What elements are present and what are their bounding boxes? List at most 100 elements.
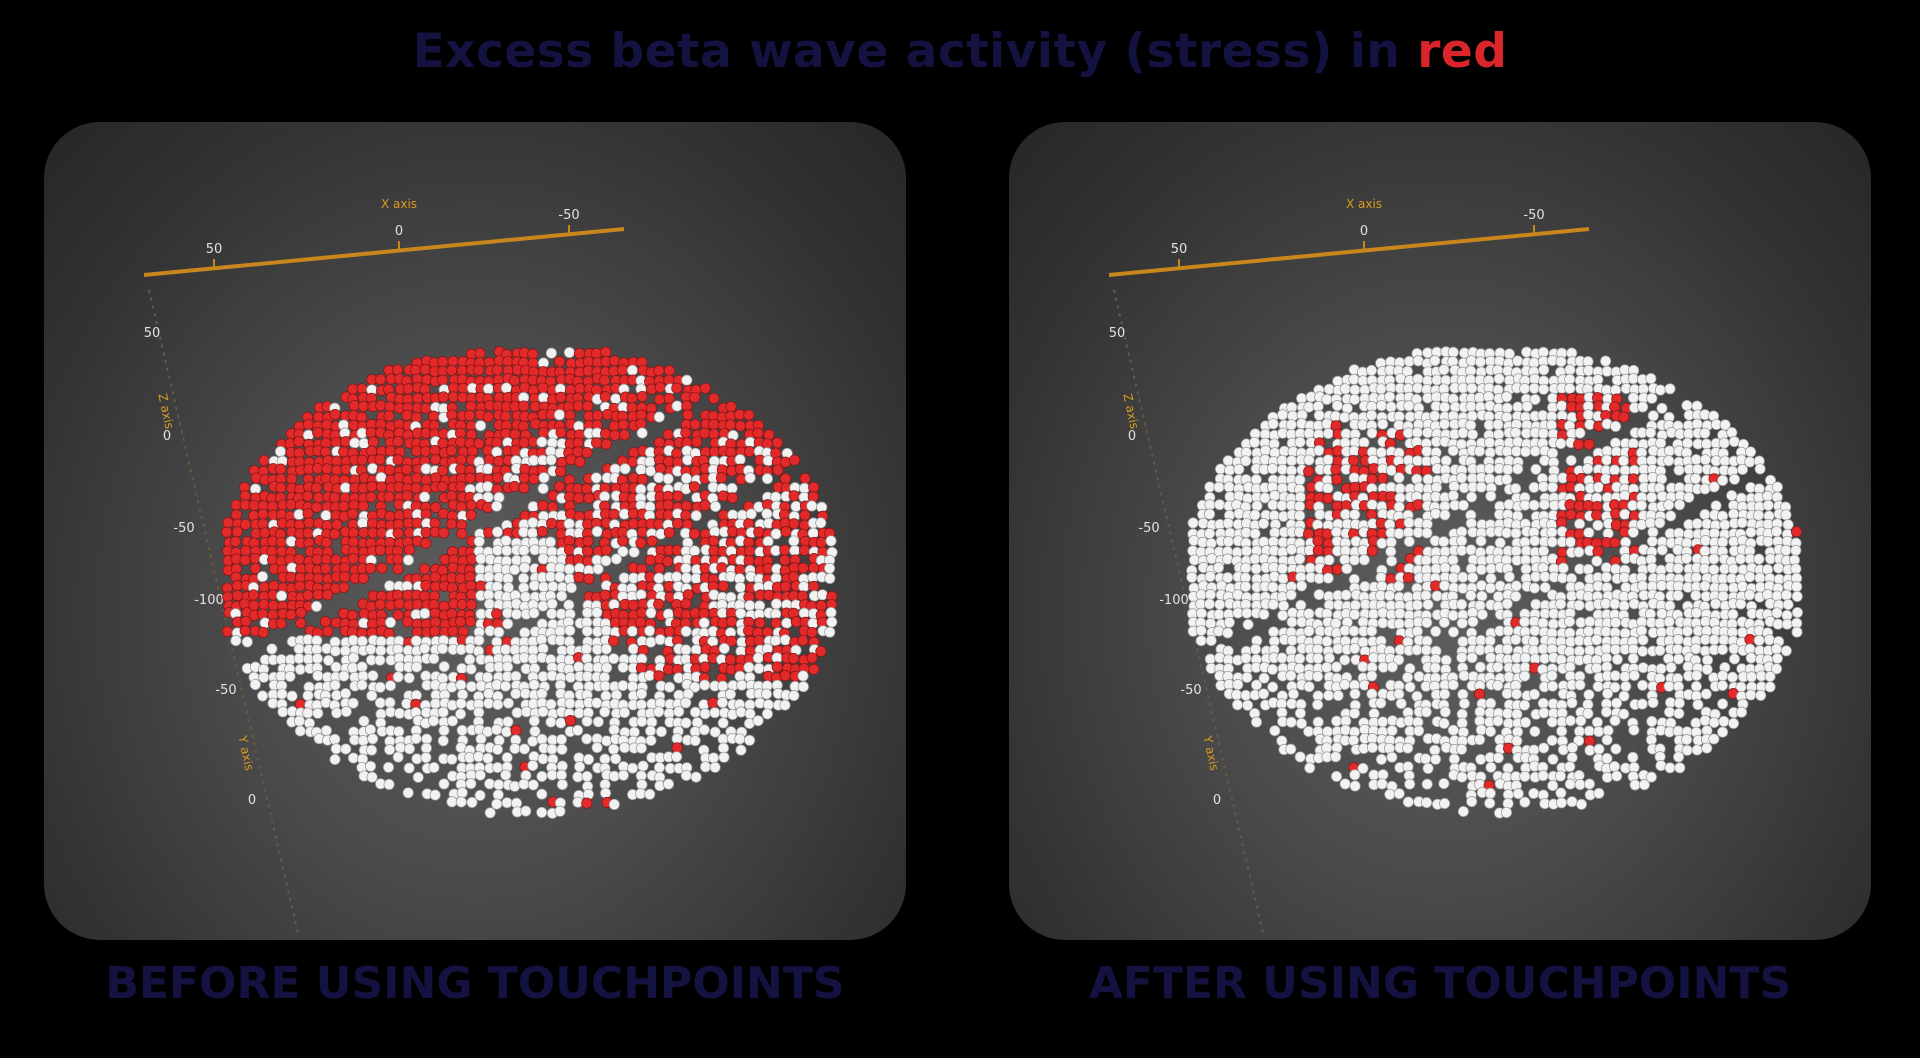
normal-point	[1627, 751, 1639, 763]
stress-point	[492, 472, 504, 484]
stress-point	[374, 454, 386, 466]
stress-point	[691, 436, 703, 448]
stress-point	[383, 410, 395, 422]
normal-point	[1492, 715, 1504, 727]
stress-point	[636, 390, 648, 403]
stress-point	[446, 409, 458, 421]
normal-point	[1681, 437, 1694, 449]
normal-point	[1780, 589, 1792, 601]
normal-point	[573, 661, 585, 673]
normal-point	[736, 679, 748, 691]
normal-point	[1619, 490, 1631, 502]
stress-point	[608, 635, 620, 647]
normal-point	[1771, 525, 1783, 538]
normal-point	[1583, 725, 1595, 737]
normal-point	[438, 724, 450, 737]
normal-point	[1457, 427, 1469, 439]
normal-point	[1430, 508, 1442, 520]
stress-point	[275, 617, 287, 630]
stress-point	[536, 526, 548, 538]
stress-point	[797, 562, 809, 574]
normal-point	[680, 625, 692, 637]
normal-point	[545, 454, 557, 466]
stress-point	[311, 462, 324, 475]
normal-point	[1249, 528, 1261, 540]
normal-point	[1665, 510, 1677, 522]
stress-point	[311, 501, 323, 513]
normal-point	[1321, 418, 1333, 430]
stress-point	[257, 518, 269, 530]
normal-point	[502, 716, 514, 728]
normal-point	[1393, 472, 1405, 484]
normal-point	[428, 653, 440, 665]
normal-point	[680, 697, 692, 709]
normal-point	[509, 644, 521, 656]
normal-point	[636, 688, 648, 700]
stress-point	[437, 437, 449, 449]
normal-point	[1646, 491, 1658, 503]
normal-point	[482, 481, 494, 493]
stress-point	[312, 492, 325, 504]
normal-point	[1566, 590, 1578, 602]
normal-point	[473, 706, 485, 718]
normal-point	[1231, 699, 1244, 711]
normal-point	[1538, 498, 1550, 511]
stress-point	[275, 482, 287, 494]
stress-point	[708, 418, 720, 430]
stress-point	[340, 463, 352, 475]
normal-point	[1484, 447, 1496, 459]
normal-point	[1456, 743, 1468, 755]
normal-point	[1240, 652, 1252, 664]
normal-point	[671, 733, 683, 745]
normal-point	[617, 769, 629, 781]
stress-point	[329, 528, 341, 540]
normal-point	[1528, 688, 1540, 700]
stress-point	[636, 607, 648, 619]
normal-point	[680, 644, 692, 656]
stress-point	[500, 410, 512, 422]
normal-point	[1718, 634, 1730, 646]
normal-point	[1782, 598, 1794, 611]
normal-point	[619, 463, 631, 475]
normal-point	[1206, 553, 1218, 565]
normal-point	[1492, 679, 1504, 692]
normal-point	[527, 653, 539, 665]
stress-point	[356, 411, 368, 423]
normal-point	[1384, 788, 1396, 800]
normal-point	[1268, 626, 1280, 638]
normal-point	[591, 526, 603, 538]
normal-point	[320, 509, 332, 522]
normal-point	[1312, 670, 1324, 682]
normal-point	[1466, 382, 1478, 394]
stress-point	[546, 517, 558, 529]
y-tick-label: -50	[1180, 683, 1201, 698]
normal-point	[545, 716, 557, 728]
normal-point	[1456, 717, 1468, 729]
normal-point	[367, 670, 379, 682]
normal-point	[1728, 653, 1741, 665]
normal-point	[493, 626, 505, 638]
normal-point	[1458, 670, 1470, 682]
normal-point	[339, 645, 351, 657]
stress-point	[230, 535, 242, 548]
normal-point	[1510, 483, 1522, 495]
stress-point	[259, 527, 271, 539]
normal-point	[329, 645, 341, 657]
normal-point	[1582, 463, 1594, 475]
normal-point	[1367, 608, 1380, 620]
stress-point	[663, 626, 676, 638]
normal-point	[329, 753, 341, 766]
stress-point	[437, 391, 450, 403]
normal-point	[1366, 625, 1378, 637]
normal-point	[302, 707, 314, 719]
normal-point	[790, 500, 802, 512]
normal-point	[1519, 770, 1531, 782]
stress-point	[699, 499, 711, 511]
stress-point	[464, 616, 476, 628]
z-tick-label: 50	[1109, 326, 1126, 341]
stress-point	[680, 500, 693, 512]
stress-point	[393, 598, 405, 610]
normal-point	[394, 707, 406, 719]
normal-point	[592, 563, 604, 575]
normal-point	[536, 788, 548, 800]
